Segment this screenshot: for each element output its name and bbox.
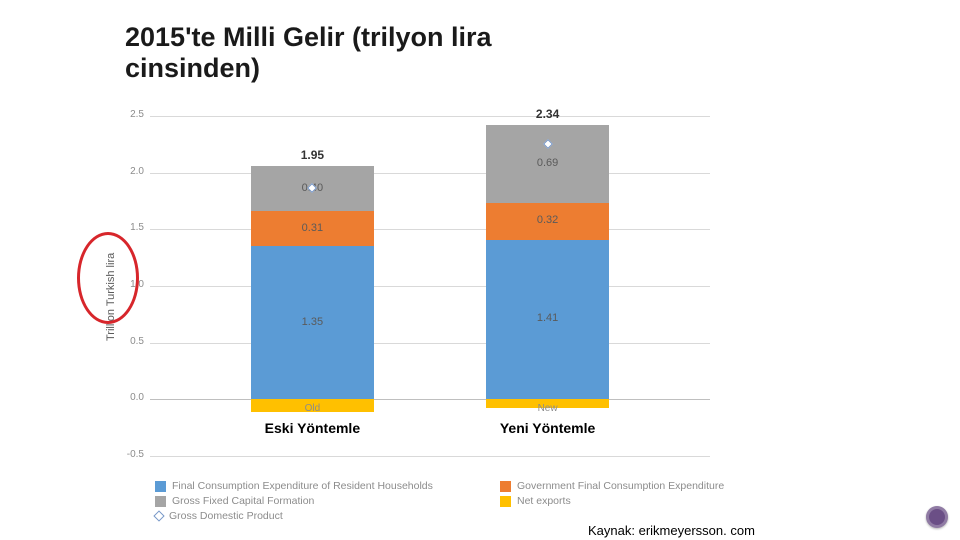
bar-segment-label: 0.69 (486, 157, 609, 169)
legend-label: Gross Fixed Capital Formation (172, 495, 314, 507)
legend-swatch-icon (155, 496, 166, 507)
gridline (150, 229, 710, 230)
x-extra-label: Eski Yöntemle (221, 420, 404, 436)
legend-label: Net exports (517, 495, 571, 507)
x-extra-label: Yeni Yöntemle (456, 420, 639, 436)
legend-item: Gross Domestic Product (155, 510, 283, 522)
source-text: Kaynak: erikmeyersson. com (588, 523, 755, 538)
legend-label: Gross Domestic Product (169, 510, 283, 522)
legend-swatch-icon (500, 496, 511, 507)
bar-total-label: 1.95 (251, 148, 374, 162)
legend-item: Final Consumption Expenditure of Residen… (155, 480, 433, 492)
bar-segment-label: 0.31 (251, 222, 374, 234)
x-category-label: Old (251, 403, 374, 414)
gridline (150, 286, 710, 287)
legend-item: Gross Fixed Capital Formation (155, 495, 314, 507)
decorative-ball-icon (926, 506, 948, 528)
y-tick-label: 0.5 (114, 336, 144, 347)
gridline (150, 173, 710, 174)
bar-total-label: 2.34 (486, 107, 609, 121)
bar-segment-label: 1.35 (251, 316, 374, 328)
legend-label: Final Consumption Expenditure of Residen… (172, 480, 433, 492)
annotation-ellipse (77, 232, 139, 324)
legend-swatch-icon (500, 481, 511, 492)
gridline (150, 399, 710, 400)
bar-segment-label: 1.41 (486, 312, 609, 324)
chart: -0.50.00.51.01.52.02.5Trillion Turkish l… (0, 0, 960, 540)
y-tick-label: -0.5 (114, 449, 144, 460)
gridline (150, 343, 710, 344)
legend-swatch-icon (155, 481, 166, 492)
y-tick-label: 2.5 (114, 109, 144, 120)
y-tick-label: 2.0 (114, 166, 144, 177)
legend-label: Government Final Consumption Expenditure (517, 480, 724, 492)
gridline (150, 116, 710, 117)
legend-item: Net exports (500, 495, 571, 507)
legend-diamond-icon (153, 510, 164, 521)
legend-item: Government Final Consumption Expenditure (500, 480, 724, 492)
x-category-label: New (486, 403, 609, 414)
gridline (150, 456, 710, 457)
y-tick-label: 0.0 (114, 392, 144, 403)
y-tick-label: 1.5 (114, 222, 144, 233)
bar-segment-label: 0.32 (486, 214, 609, 226)
